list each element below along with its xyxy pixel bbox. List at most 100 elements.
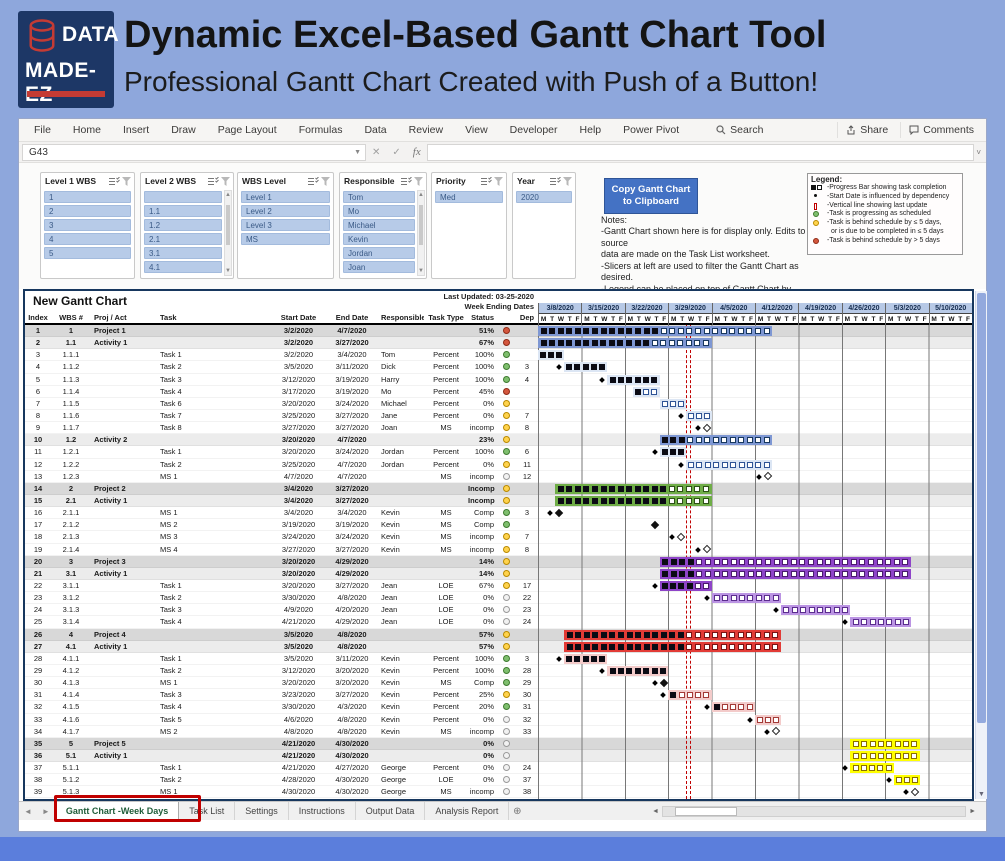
formula-input[interactable] (426, 143, 975, 161)
slicer-item[interactable]: Med (435, 191, 503, 203)
table-row[interactable]: 8 1.1.6 Task 7 3/25/2020 3/27/2020 Jane Percen… (25, 410, 972, 423)
slicer-scrollbar-thumb[interactable] (226, 205, 230, 245)
comments-button[interactable]: Comments (900, 122, 982, 138)
ribbon-tab-help[interactable]: Help (579, 124, 602, 136)
slicer-item[interactable]: Joan (343, 261, 415, 273)
slicer-item[interactable]: 3 (44, 219, 131, 231)
ribbon-tab-home[interactable]: Home (72, 124, 101, 136)
multiselect-icon[interactable] (481, 176, 492, 186)
tab-instructions[interactable]: Instructions (289, 802, 356, 820)
ribbon-tab-review[interactable]: Review (408, 124, 444, 136)
ribbon-tab-data[interactable]: Data (364, 124, 387, 136)
table-row[interactable]: 29 4.1.2 Task 2 3/12/2020 3/20/2020 Kevin Perc… (25, 665, 972, 678)
vertical-scrollbar[interactable]: ▼ (975, 291, 987, 799)
scroll-up-icon[interactable]: ▲ (418, 192, 424, 198)
table-row[interactable]: 36 5.1 Activity 1 4/21/2020 4/30/2020 0% (25, 749, 972, 763)
formula-bar-expand-icon[interactable]: ˅ (976, 147, 981, 157)
scroll-down-icon[interactable]: ▼ (225, 268, 231, 274)
slicer-item[interactable]: MS (241, 233, 330, 245)
clear-filter-icon[interactable] (494, 176, 503, 186)
table-row[interactable]: 15 2.1 Activity 1 3/4/2020 3/27/2020 Incomp (25, 494, 972, 508)
multiselect-icon[interactable] (109, 176, 120, 186)
table-row[interactable]: 4 1.1.2 Task 2 3/5/2020 3/11/2020 Dick Percent… (25, 361, 972, 374)
table-row[interactable]: 38 5.1.2 Task 2 4/28/2020 4/30/2020 George LOE… (25, 774, 972, 787)
name-box[interactable]: G43 ▼ (22, 143, 366, 161)
slicer-item[interactable]: Level 1 (241, 191, 330, 203)
table-row[interactable]: 2 1.1 Activity 1 3/2/2020 3/27/2020 67% (25, 337, 972, 350)
slicer-item[interactable]: 2 (44, 205, 131, 217)
ribbon-tab-file[interactable]: File (34, 124, 51, 136)
table-row[interactable]: 28 4.1.1 Task 1 3/5/2020 3/11/2020 Kevin Perce… (25, 653, 972, 665)
table-row[interactable]: 12 1.2.2 Task 2 3/25/2020 4/7/2020 Jordan Perc… (25, 459, 972, 471)
multiselect-icon[interactable] (401, 176, 412, 186)
scroll-left-icon[interactable]: ◄ (652, 807, 659, 815)
table-row[interactable]: 21 3.1 Activity 1 3/20/2020 4/29/2020 14% (25, 567, 972, 580)
tab-analysis-report[interactable]: Analysis Report (425, 802, 510, 820)
table-row[interactable]: 10 1.2 Activity 2 3/20/2020 4/7/2020 23% (25, 434, 972, 447)
tab-gantt-chart-week-days[interactable]: Gantt Chart -Week Days (54, 802, 180, 820)
tab-output-data[interactable]: Output Data (356, 802, 426, 820)
clear-filter-icon[interactable] (122, 176, 131, 186)
slicer-item[interactable]: 1.1 (144, 205, 222, 217)
clear-filter-icon[interactable] (414, 176, 423, 186)
slicer-scrollbar[interactable]: ▲ ▼ (224, 190, 232, 276)
table-row[interactable]: 24 3.1.3 Task 3 4/9/2020 4/20/2020 Jean LOE 0% 2… (25, 604, 972, 617)
table-row[interactable]: 31 4.1.4 Task 3 3/23/2020 3/27/2020 Kevin Perc… (25, 689, 972, 702)
slicer-scrollbar[interactable]: ▲ ▼ (417, 190, 425, 276)
slicer-item[interactable]: 3.1 (144, 247, 222, 259)
table-row[interactable]: 35 5 Project 5 4/21/2020 4/30/2020 0% (25, 737, 972, 750)
ribbon-tab-view[interactable]: View (465, 124, 488, 136)
table-row[interactable]: 20 3 Project 3 3/20/2020 4/29/2020 14% (25, 555, 972, 568)
table-row[interactable]: 33 4.1.6 Task 5 4/6/2020 4/8/2020 Kevin Percen… (25, 714, 972, 726)
table-row[interactable]: 16 2.1.1 MS 1 3/4/2020 3/4/2020 Kevin MS Comp 3 (25, 507, 972, 520)
slicer-item[interactable]: 1 (44, 191, 131, 203)
add-sheet-icon[interactable]: ⊕ (513, 805, 522, 817)
ribbon-search[interactable]: Search (716, 124, 763, 136)
table-row[interactable]: 27 4.1 Activity 1 3/5/2020 4/8/2020 57% (25, 640, 972, 653)
slicer-item[interactable]: Level 3 (241, 219, 330, 231)
clear-filter-icon[interactable] (563, 176, 572, 186)
legend-box[interactable]: Legend: -Progress Bar showing task compl… (807, 173, 963, 255)
table-row[interactable]: 32 4.1.5 Task 4 3/30/2020 4/3/2020 Kevin Perce… (25, 701, 972, 714)
clear-filter-icon[interactable] (221, 176, 230, 186)
slicer-item[interactable]: 2020 (516, 191, 572, 203)
table-row[interactable]: 37 5.1.1 Task 1 4/21/2020 4/27/2020 George Per… (25, 762, 972, 775)
ribbon-tab-page-layout[interactable]: Page Layout (217, 124, 277, 136)
slicer-item[interactable]: 4 (44, 233, 131, 245)
slicer-scrollbar-thumb[interactable] (419, 205, 423, 245)
horizontal-scrollbar[interactable]: ◄ ► (649, 804, 979, 818)
slicer-item[interactable]: Tom (343, 191, 415, 203)
table-row[interactable]: 34 4.1.7 MS 2 4/8/2020 4/8/2020 Kevin MS incomp… (25, 726, 972, 738)
table-row[interactable]: 11 1.2.1 Task 1 3/20/2020 3/24/2020 Jordan Per… (25, 446, 972, 459)
sheet-nav-right-icon[interactable]: ► (41, 806, 50, 816)
slicer-item[interactable]: Mo (343, 205, 415, 217)
sheet-nav-left-icon[interactable]: ◄ (24, 806, 32, 816)
ribbon-tab-power-pivot[interactable]: Power Pivot (623, 124, 680, 136)
table-row[interactable]: 14 2 Project 2 3/4/2020 3/27/2020 Incomp (25, 482, 972, 495)
slicer-item[interactable]: 1.2 (144, 219, 222, 231)
table-row[interactable]: 26 4 Project 4 3/5/2020 4/8/2020 57% (25, 628, 972, 641)
scroll-down-icon[interactable]: ▼ (418, 268, 424, 274)
slicer-item[interactable]: Michael (343, 219, 415, 231)
table-row[interactable]: 13 1.2.3 MS 1 4/7/2020 4/7/2020 MS incomp 12 (25, 471, 972, 483)
tab-settings[interactable]: Settings (235, 802, 289, 820)
vertical-scrollbar-thumb[interactable] (977, 293, 986, 723)
table-row[interactable]: 9 1.1.7 Task 8 3/27/2020 3/27/2020 Joan MS inco… (25, 422, 972, 435)
ribbon-tab-draw[interactable]: Draw (171, 124, 196, 136)
ribbon-tab-developer[interactable]: Developer (509, 124, 558, 136)
table-row[interactable]: 18 2.1.3 MS 3 3/24/2020 3/24/2020 Kevin MS inco… (25, 531, 972, 544)
table-row[interactable]: 30 4.1.3 MS 1 3/20/2020 3/20/2020 Kevin MS Comp… (25, 677, 972, 690)
slicer-item[interactable]: Jordan (343, 247, 415, 259)
table-row[interactable]: 3 1.1.1 Task 1 3/2/2020 3/4/2020 Tom Percent 10… (25, 349, 972, 362)
name-box-dropdown-icon[interactable]: ▼ (354, 148, 361, 156)
slicer-item[interactable]: Kevin (343, 233, 415, 245)
table-row[interactable]: 6 1.1.4 Task 4 3/17/2020 3/19/2020 Mo Percent 4… (25, 386, 972, 398)
horizontal-scrollbar-thumb[interactable] (674, 806, 737, 816)
multiselect-icon[interactable] (308, 176, 319, 186)
table-row[interactable]: 5 1.1.3 Task 3 3/12/2020 3/19/2020 Harry Perce… (25, 374, 972, 386)
cancel-icon[interactable]: ✕ (372, 146, 381, 158)
table-row[interactable]: 23 3.1.2 Task 2 3/30/2020 4/8/2020 Jean LOE 0% 2… (25, 592, 972, 605)
slicer-item[interactable]: 5 (44, 247, 131, 259)
insert-function-icon[interactable]: fx (412, 146, 421, 158)
table-row[interactable]: 7 1.1.5 Task 6 3/20/2020 3/24/2020 Michael Per… (25, 398, 972, 410)
